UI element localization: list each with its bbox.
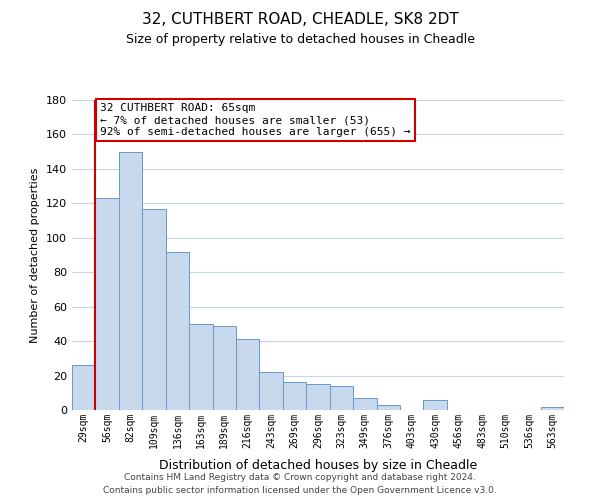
Bar: [424, 400, 447, 410]
X-axis label: Distribution of detached houses by size in Cheadle: Distribution of detached houses by size …: [159, 459, 477, 472]
Text: Contains public sector information licensed under the Open Government Licence v3: Contains public sector information licen…: [103, 486, 497, 495]
Text: Size of property relative to detached houses in Cheadle: Size of property relative to detached ho…: [125, 32, 475, 46]
Bar: [259, 372, 283, 410]
Text: Contains HM Land Registry data © Crown copyright and database right 2024.: Contains HM Land Registry data © Crown c…: [124, 474, 476, 482]
Bar: [189, 324, 212, 410]
Bar: [377, 405, 400, 410]
Bar: [306, 384, 330, 410]
Y-axis label: Number of detached properties: Number of detached properties: [31, 168, 40, 342]
Bar: [541, 406, 564, 410]
Text: 32, CUTHBERT ROAD, CHEADLE, SK8 2DT: 32, CUTHBERT ROAD, CHEADLE, SK8 2DT: [142, 12, 458, 28]
Bar: [212, 326, 236, 410]
Bar: [236, 340, 259, 410]
Bar: [142, 208, 166, 410]
Text: 32 CUTHBERT ROAD: 65sqm
← 7% of detached houses are smaller (53)
92% of semi-det: 32 CUTHBERT ROAD: 65sqm ← 7% of detached…: [100, 104, 410, 136]
Bar: [353, 398, 377, 410]
Bar: [283, 382, 306, 410]
Bar: [330, 386, 353, 410]
Bar: [119, 152, 142, 410]
Bar: [166, 252, 189, 410]
Bar: [72, 365, 95, 410]
Bar: [95, 198, 119, 410]
